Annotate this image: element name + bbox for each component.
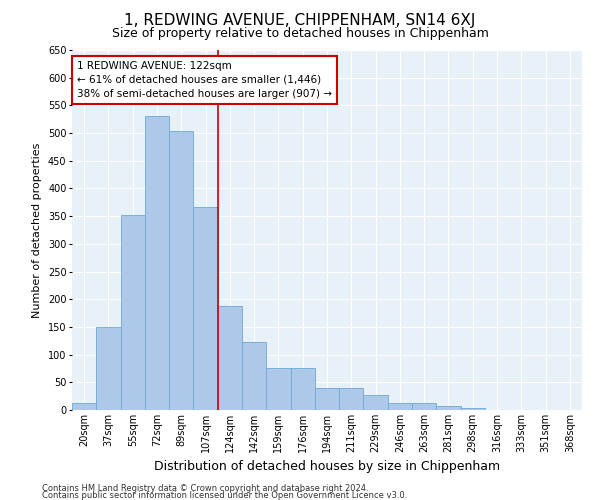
Bar: [266, 368, 290, 410]
Bar: [72, 404, 96, 410]
Bar: [388, 404, 412, 410]
Bar: [193, 206, 218, 410]
Bar: [218, 306, 242, 410]
Text: 1 REDWING AVENUE: 122sqm
← 61% of detached houses are smaller (1,446)
38% of sem: 1 REDWING AVENUE: 122sqm ← 61% of detach…: [77, 61, 332, 99]
X-axis label: Distribution of detached houses by size in Chippenham: Distribution of detached houses by size …: [154, 460, 500, 473]
Bar: [145, 116, 169, 410]
Bar: [436, 406, 461, 410]
Bar: [169, 132, 193, 410]
Bar: [315, 388, 339, 410]
Text: Size of property relative to detached houses in Chippenham: Size of property relative to detached ho…: [112, 28, 488, 40]
Bar: [461, 408, 485, 410]
Text: 1, REDWING AVENUE, CHIPPENHAM, SN14 6XJ: 1, REDWING AVENUE, CHIPPENHAM, SN14 6XJ: [124, 12, 476, 28]
Bar: [242, 342, 266, 410]
Bar: [339, 388, 364, 410]
Text: Contains public sector information licensed under the Open Government Licence v3: Contains public sector information licen…: [42, 490, 407, 500]
Bar: [364, 395, 388, 410]
Bar: [412, 404, 436, 410]
Y-axis label: Number of detached properties: Number of detached properties: [32, 142, 42, 318]
Bar: [290, 368, 315, 410]
Text: Contains HM Land Registry data © Crown copyright and database right 2024.: Contains HM Land Registry data © Crown c…: [42, 484, 368, 493]
Bar: [96, 327, 121, 410]
Bar: [121, 215, 145, 410]
